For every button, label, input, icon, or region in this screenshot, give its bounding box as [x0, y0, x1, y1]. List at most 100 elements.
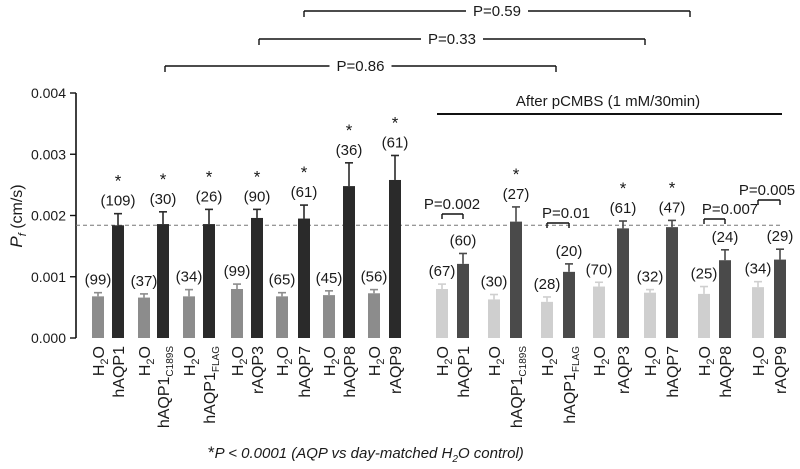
category-label: H2O	[137, 346, 157, 376]
y-tick-label: 0.003	[31, 146, 66, 162]
n-label: (30)	[481, 274, 508, 291]
category-label: hAQP1FLAG	[562, 346, 582, 424]
category-label: H2O	[751, 346, 771, 376]
y-axis-label: Pf (cm/s)	[7, 184, 29, 247]
pair-p-value: P=0.007	[702, 201, 758, 218]
bar	[457, 263, 469, 338]
bar	[752, 287, 764, 338]
pair-p-value: P=0.002	[424, 196, 480, 213]
category-label: hAQP1FLAG	[202, 346, 222, 424]
bar	[436, 289, 448, 338]
bar	[488, 299, 500, 338]
n-label: (34)	[176, 269, 203, 286]
comparison-brackets: After pCMBS (1 mM/30min) P=0.59 P=0.33 P=0.…	[164, 3, 795, 228]
category-label: hAQP8	[342, 346, 359, 398]
category-label: rAQP3	[616, 346, 633, 394]
bar	[698, 293, 710, 338]
y-tick-label: 0.002	[31, 208, 66, 224]
pair-p-value: P=0.005	[739, 182, 795, 199]
footnote-text: *P < 0.0001 (AQP vs day-matched H2O cont…	[208, 443, 524, 465]
category-label: H2O	[643, 346, 663, 376]
bar	[276, 296, 288, 338]
significance-star: *	[513, 165, 520, 184]
n-label: (90)	[244, 188, 271, 205]
n-label: (56)	[361, 269, 388, 286]
pair-p-value: P=0.01	[542, 205, 590, 222]
significance-star: *	[160, 170, 167, 189]
category-label: H2O	[487, 346, 507, 376]
y-tick-label: 0.000	[31, 330, 66, 346]
n-label: (65)	[269, 272, 296, 289]
footnote: *P < 0.0001 (AQP vs day-matched H2O cont…	[208, 443, 524, 465]
bar	[203, 224, 215, 338]
bar	[92, 296, 104, 338]
n-label: (47)	[659, 199, 686, 216]
significance-star: *	[301, 163, 308, 182]
category-label: H2O	[540, 346, 560, 376]
significance-star: *	[669, 178, 676, 197]
n-label: (109)	[100, 193, 135, 210]
bar	[323, 295, 335, 338]
n-label: (99)	[224, 263, 251, 280]
n-label: (60)	[450, 232, 477, 249]
bar	[644, 292, 656, 338]
y-axis: 0.000 0.001 0.002 0.003 0.004 Pf (cm/s)	[7, 85, 77, 346]
bar	[563, 271, 575, 338]
bar	[112, 225, 124, 338]
bar	[368, 293, 380, 338]
category-label: hAQP8	[718, 346, 735, 398]
after-pcmbs-title: After pCMBS (1 mM/30min)	[516, 93, 700, 110]
category-label: hAQP7	[665, 346, 682, 398]
comparison-p-value: P=0.86	[337, 58, 385, 75]
n-label: (24)	[712, 229, 739, 246]
category-label: hAQP7	[297, 346, 314, 398]
category-label: H2O	[592, 346, 612, 376]
bar	[774, 259, 786, 338]
bar	[251, 217, 263, 338]
bar	[666, 227, 678, 338]
n-label: (70)	[586, 261, 613, 278]
bar	[231, 289, 243, 338]
category-label: H2O	[697, 346, 717, 376]
bar	[138, 297, 150, 338]
n-label: (61)	[382, 134, 409, 151]
n-label: (99)	[85, 272, 112, 289]
bar	[389, 179, 401, 338]
bar	[719, 260, 731, 338]
bar	[510, 221, 522, 338]
y-tick-label: 0.001	[31, 269, 66, 285]
n-label: (61)	[610, 200, 637, 217]
n-label: (29)	[767, 228, 794, 245]
significance-star: *	[346, 121, 353, 140]
category-label: rAQP9	[773, 346, 790, 394]
significance-star: *	[206, 167, 213, 186]
category-label: rAQP9	[388, 346, 405, 394]
significance-star: *	[392, 113, 399, 132]
comparison-p-value: P=0.33	[428, 31, 476, 48]
category-label: H2O	[275, 346, 295, 376]
category-label: rAQP3	[250, 346, 267, 394]
bar	[157, 224, 169, 338]
n-label: (26)	[196, 188, 223, 205]
bar	[183, 296, 195, 338]
bar	[541, 301, 553, 338]
n-label: (30)	[150, 191, 177, 208]
n-label: (67)	[429, 263, 456, 280]
category-label: hAQP1C189S	[156, 346, 176, 429]
significance-star: *	[620, 179, 627, 198]
category-label: hAQP1C189S	[509, 346, 529, 429]
n-label: (27)	[503, 186, 530, 203]
bar	[343, 186, 355, 338]
category-label: H2O	[182, 346, 202, 376]
category-label: hAQP1	[456, 346, 473, 398]
bar	[593, 286, 605, 338]
significance-star: *	[115, 172, 122, 191]
n-label: (34)	[745, 261, 772, 278]
n-label: (28)	[534, 276, 561, 293]
category-label: H2O	[91, 346, 111, 376]
labels: (99) H2O (109) * hAQP1 (37) H2O (30) * hAQP1C189S…	[85, 113, 794, 428]
y-tick-label: 0.004	[31, 85, 66, 101]
comparison-p-value: P=0.59	[473, 3, 521, 20]
bar	[298, 218, 310, 338]
